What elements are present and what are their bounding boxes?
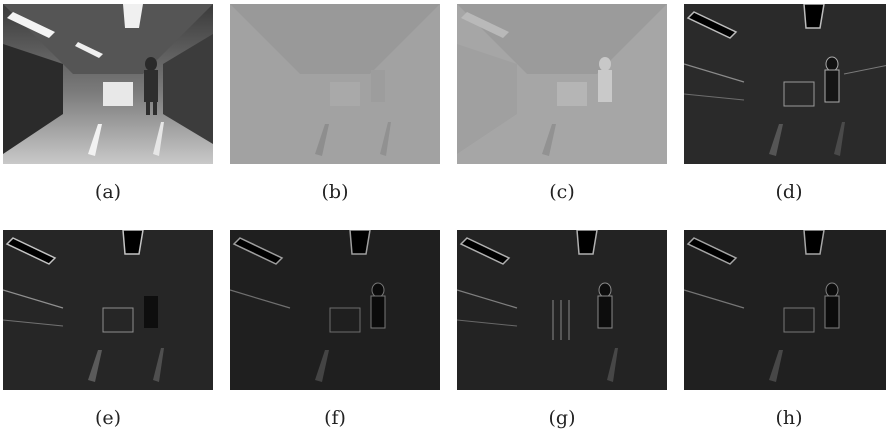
panel-caption: (h) (775, 407, 803, 429)
edge-map-image (457, 230, 667, 390)
flat-map-image (230, 4, 440, 164)
soft-map-image (457, 4, 667, 164)
panel-caption: (b) (321, 181, 349, 203)
figure-panel-d: (d) (684, 4, 886, 203)
edge-map-image (230, 230, 440, 390)
edge-map-image (684, 4, 886, 164)
panel-caption: (c) (549, 181, 575, 203)
panel-caption: (f) (324, 407, 346, 429)
figure-panel-c: (c) (457, 4, 667, 203)
figure-panel-a: (a) (3, 4, 213, 203)
figure-panel-g: (g) (457, 230, 667, 429)
figure-panel-e: (e) (3, 230, 213, 429)
panel-caption: (a) (94, 181, 122, 203)
figure-panel-f: (f) (230, 230, 440, 429)
panel-caption: (d) (775, 181, 803, 203)
figure-panel-h: (h) (684, 230, 886, 429)
edge-map-image (684, 230, 886, 390)
edge-map-image (3, 230, 213, 390)
panel-caption: (e) (94, 407, 122, 429)
figure-panel-b: (b) (230, 4, 440, 203)
panel-caption: (g) (548, 407, 576, 429)
corridor-photo (3, 4, 213, 164)
